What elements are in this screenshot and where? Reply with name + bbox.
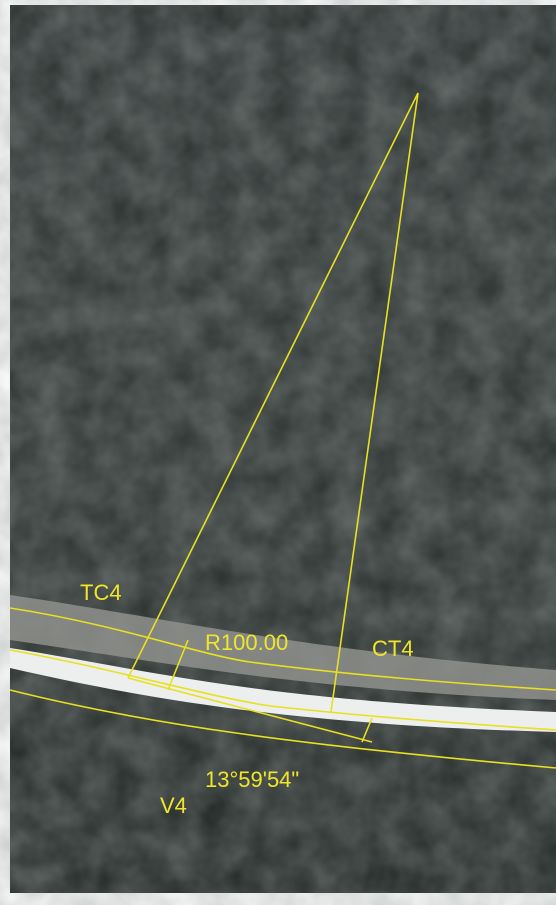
station-label: TC4 bbox=[80, 580, 122, 605]
alignment-lines bbox=[9, 92, 556, 769]
centerline bbox=[9, 649, 556, 731]
angle-label: 13°59'54" bbox=[205, 767, 299, 792]
offset-line bbox=[9, 689, 556, 769]
tick bbox=[361, 717, 373, 743]
vertex-label: V4 bbox=[160, 793, 187, 818]
station-label: CT4 bbox=[372, 636, 414, 661]
radius-line bbox=[330, 92, 419, 713]
offset-line bbox=[9, 607, 556, 691]
terrain-texture bbox=[10, 5, 556, 893]
road bbox=[10, 648, 556, 732]
road-shoulder bbox=[10, 595, 556, 700]
tick bbox=[167, 639, 189, 691]
radius-label: R100.00 bbox=[205, 630, 288, 655]
radius-line bbox=[127, 92, 419, 679]
